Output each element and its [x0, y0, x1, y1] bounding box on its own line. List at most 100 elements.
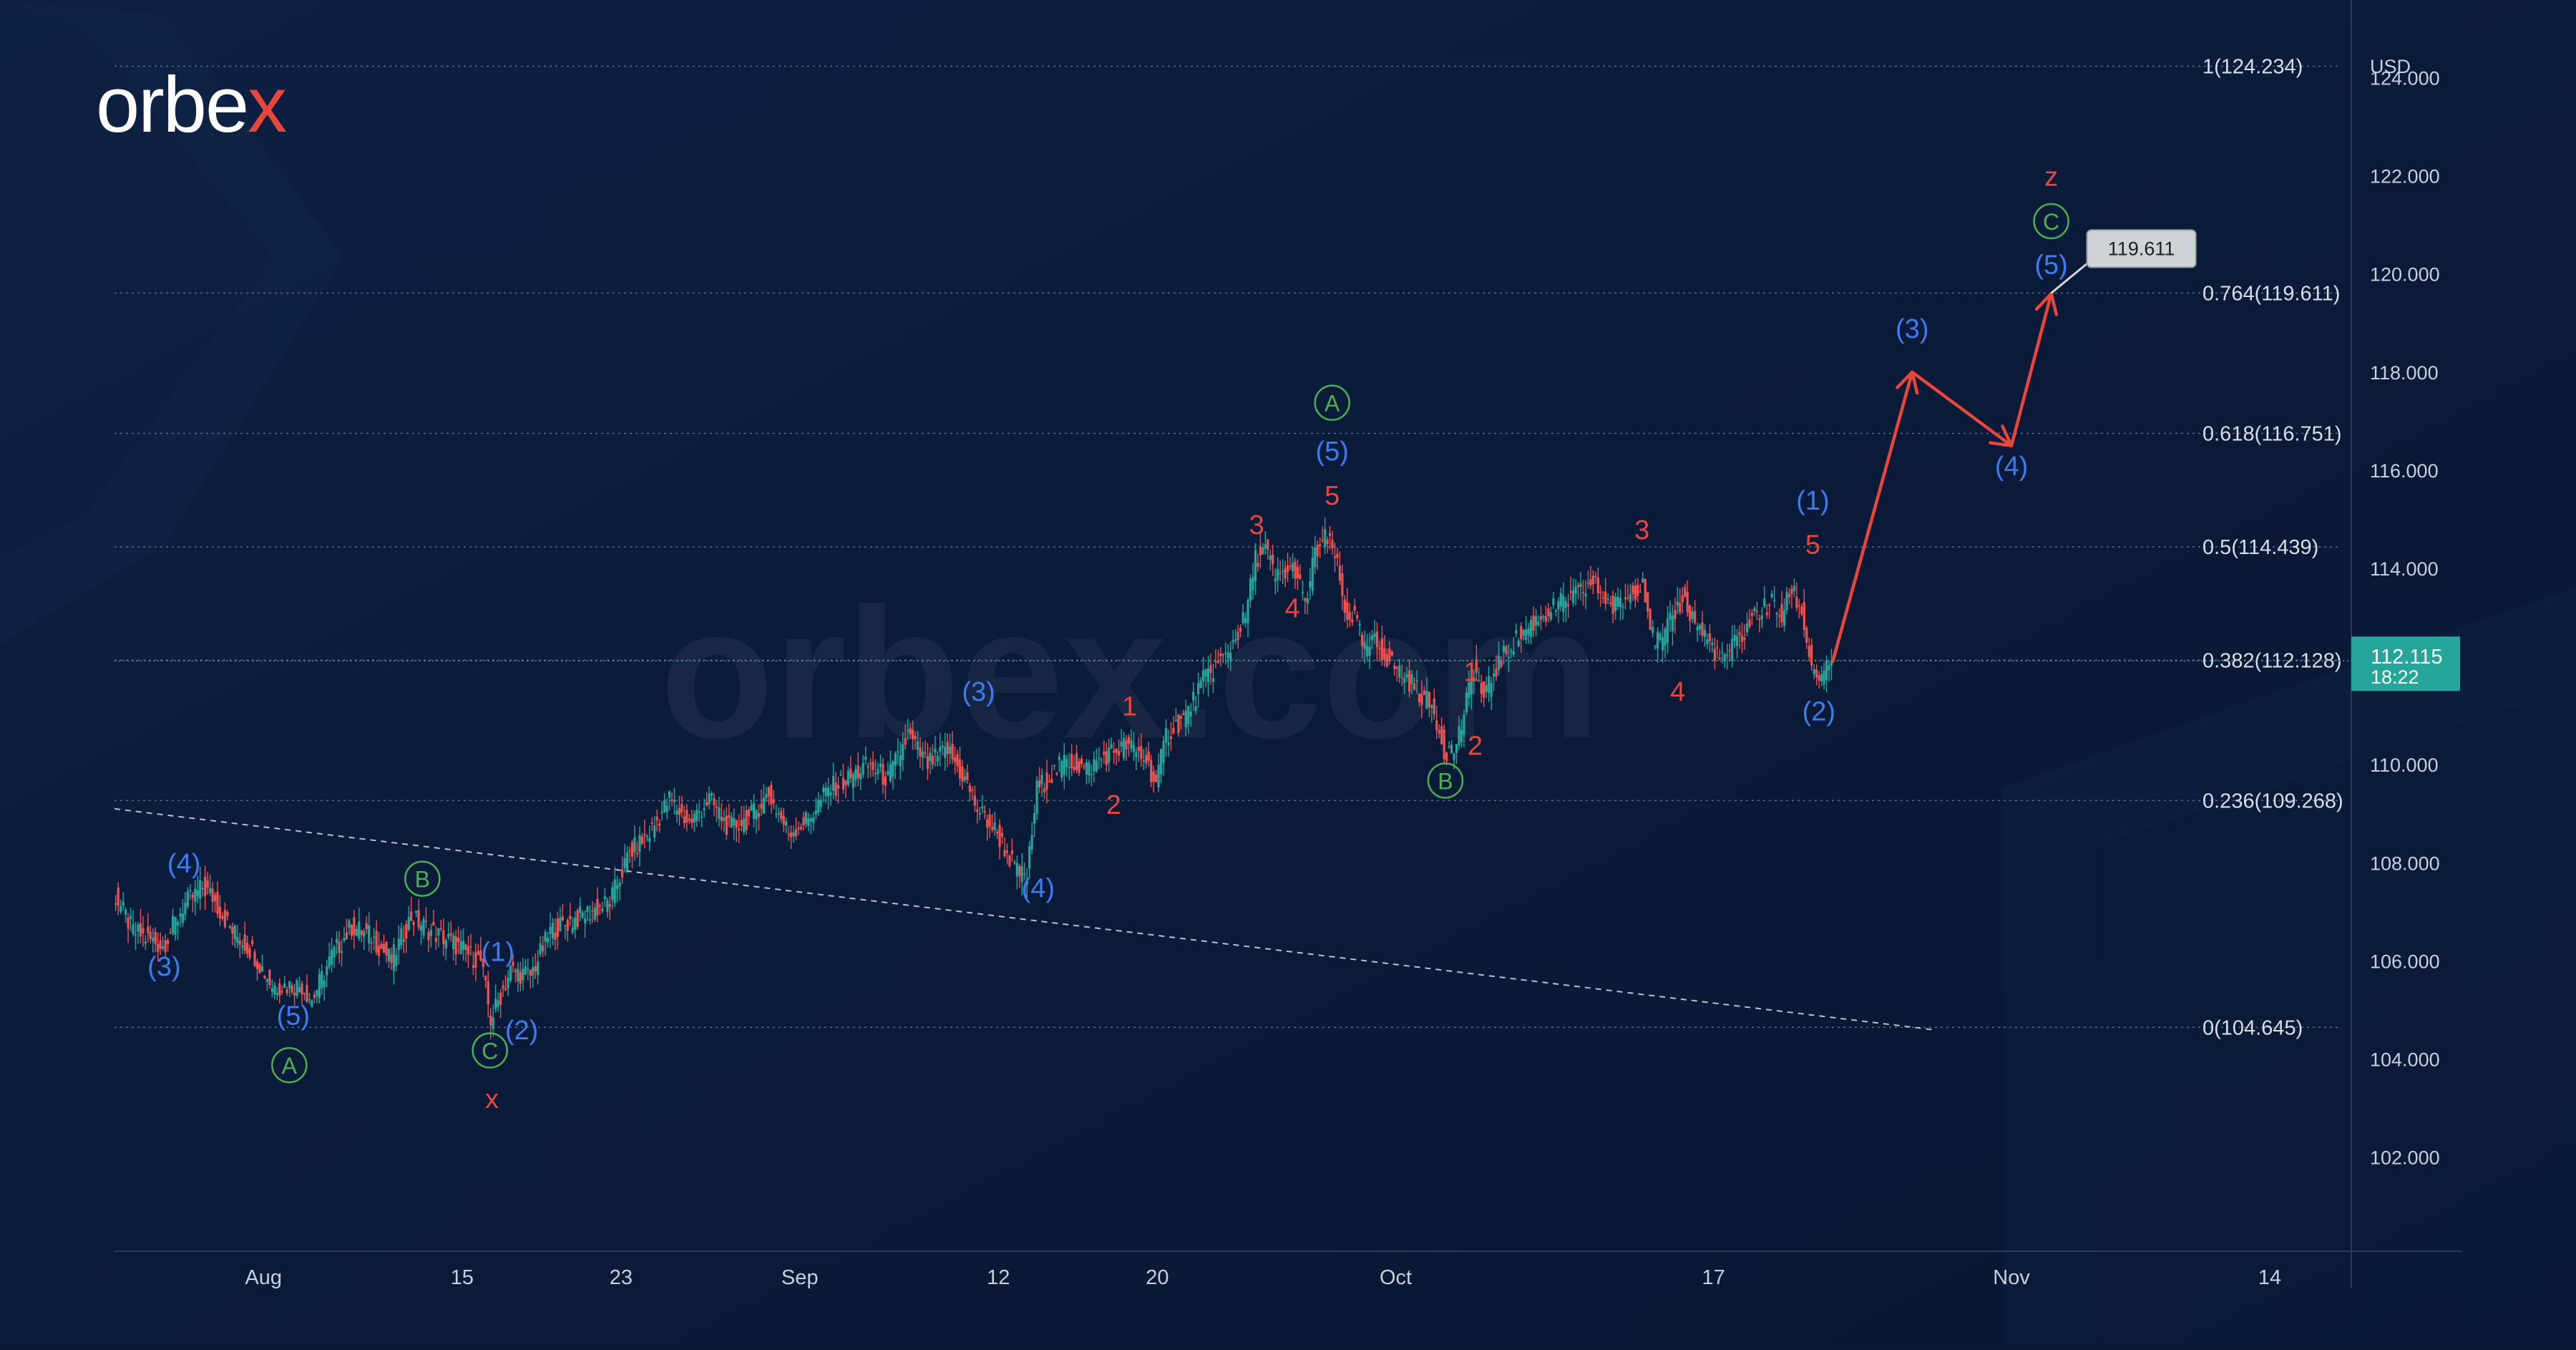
- candle-body: [596, 898, 599, 916]
- candle-body: [1241, 612, 1244, 623]
- candle-body: [459, 941, 462, 954]
- candle-body: [228, 926, 231, 928]
- candle-body: [691, 818, 693, 823]
- projection-path: [1830, 291, 2059, 664]
- candle-body: [1549, 611, 1552, 620]
- candle-body: [1483, 681, 1485, 698]
- candle-body: [1674, 609, 1677, 619]
- candle-body: [392, 944, 395, 971]
- candle-body: [1438, 729, 1440, 734]
- candle-body: [1584, 593, 1587, 596]
- candle-body: [1038, 780, 1041, 787]
- candle-body: [1306, 598, 1309, 603]
- candle-body: [569, 916, 572, 920]
- candle-body: [561, 916, 564, 921]
- fib-label: 0.5(114.439): [2202, 536, 2318, 559]
- candle-body: [139, 923, 142, 937]
- candle-body: [204, 876, 207, 896]
- candle-body: [730, 817, 733, 827]
- candle-body: [311, 1000, 313, 1007]
- candle-body: [1713, 649, 1717, 661]
- candle-body: [534, 966, 537, 972]
- candle-body: [1070, 754, 1073, 769]
- candle-body: [660, 812, 663, 814]
- candle-body: [1753, 608, 1756, 612]
- candle-body: [802, 817, 805, 826]
- projection-segment: [1911, 370, 2014, 447]
- candle-body: [792, 832, 795, 837]
- candle-body: [1787, 593, 1791, 598]
- candle-body: [1289, 565, 1292, 567]
- candle-body: [678, 808, 681, 815]
- candle-body: [1522, 629, 1525, 636]
- candle-body: [1544, 616, 1548, 622]
- candle-body: [316, 990, 318, 996]
- wave-label: (4): [1995, 452, 2028, 482]
- candle-body: [747, 810, 751, 817]
- wave-label: 5: [1324, 481, 1340, 511]
- candle-body: [1135, 752, 1138, 757]
- y-tick-label: 102.000: [2370, 1147, 2440, 1169]
- candle-body: [1559, 593, 1562, 607]
- candle-body: [328, 956, 331, 968]
- candle-body: [847, 770, 849, 785]
- candle-body: [1604, 591, 1607, 604]
- x-tick-label: Sep: [781, 1266, 819, 1289]
- candle-body: [1385, 654, 1388, 666]
- candle-body: [1005, 850, 1009, 853]
- candle-body: [377, 946, 381, 956]
- candle-body: [1797, 605, 1800, 606]
- candle-body: [887, 771, 889, 775]
- candle-body: [869, 763, 872, 764]
- x-tick-label: 17: [1702, 1266, 1725, 1289]
- candle-body: [1800, 606, 1803, 615]
- candle-body: [884, 777, 887, 786]
- candle-body: [415, 910, 418, 913]
- candle-body: [760, 803, 763, 809]
- candle-body: [1601, 597, 1604, 599]
- candle-body: [1572, 590, 1575, 603]
- wave-label: B: [1438, 769, 1453, 795]
- candle-body: [762, 797, 766, 814]
- candle-body: [1815, 669, 1818, 678]
- candle-body: [1775, 613, 1778, 615]
- candle-body: [1331, 540, 1334, 549]
- candle-body: [196, 890, 199, 897]
- candle-body: [971, 790, 974, 791]
- candle-body: [1055, 772, 1058, 774]
- projection-segment: [2009, 291, 2053, 447]
- candle-body: [1028, 846, 1031, 869]
- candle-body: [537, 961, 540, 976]
- candle-body: [1721, 651, 1724, 654]
- candle-body: [1333, 556, 1337, 558]
- candle-body: [226, 912, 229, 916]
- candle-body: [770, 785, 773, 805]
- candle-body: [956, 754, 959, 767]
- candle-body: [283, 983, 286, 989]
- wave-label: (2): [505, 1016, 538, 1046]
- candle-body: [1221, 654, 1224, 656]
- candle-body: [1557, 601, 1560, 610]
- candle-body: [331, 949, 333, 965]
- candle-body: [1654, 646, 1657, 648]
- candle-body: [1023, 873, 1026, 875]
- candle-body: [1525, 629, 1528, 640]
- wave-label: (1): [1796, 486, 1829, 516]
- candle-body: [1254, 550, 1257, 582]
- candle-body: [1035, 780, 1038, 815]
- candle-body: [1172, 727, 1175, 734]
- candle-body: [1157, 764, 1160, 787]
- candle-body: [1728, 650, 1731, 651]
- candle-body: [765, 794, 768, 798]
- candle-body: [1554, 610, 1557, 612]
- candle-body: [1430, 705, 1433, 709]
- candle-body: [1778, 615, 1781, 617]
- x-tick-label: 12: [987, 1266, 1010, 1289]
- candle-body: [720, 817, 723, 822]
- candle-body: [1209, 664, 1212, 674]
- candle-body: [191, 894, 194, 898]
- candle-body: [794, 829, 798, 837]
- candle-body: [1211, 678, 1215, 682]
- candle-body: [1698, 625, 1702, 630]
